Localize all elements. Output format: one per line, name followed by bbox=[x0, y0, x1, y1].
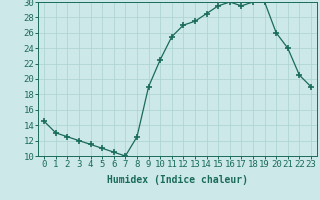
X-axis label: Humidex (Indice chaleur): Humidex (Indice chaleur) bbox=[107, 175, 248, 185]
